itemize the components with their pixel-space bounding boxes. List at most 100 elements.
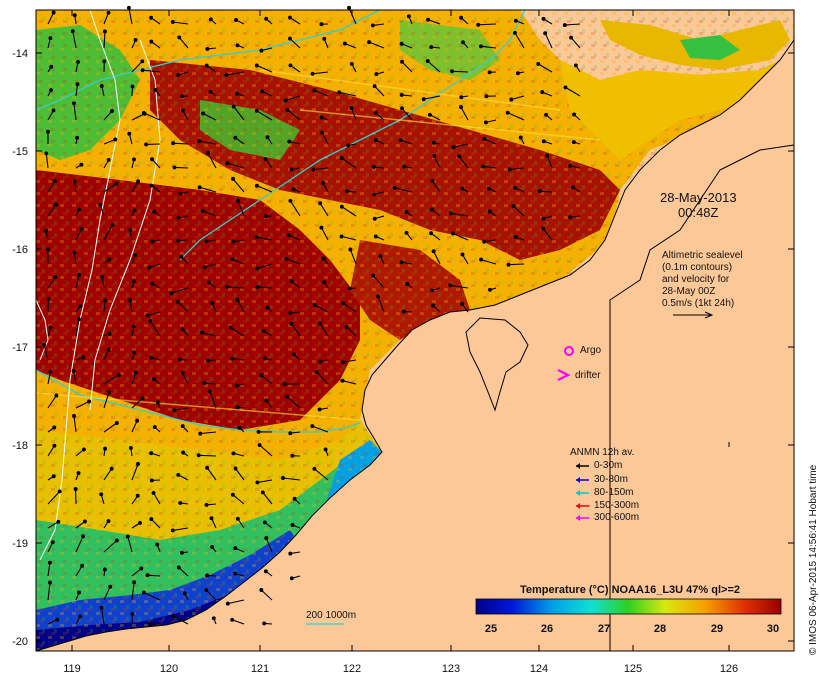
velocity-arrow-head [370,23,375,28]
velocity-arrow-head [563,85,568,90]
velocity-arrow-head [288,551,293,556]
velocity-arrow-head [136,462,140,466]
velocity-arrow-head [431,249,436,254]
isobath-label: 200 1000m [306,610,357,621]
velocity-arrow-head [318,201,323,206]
velocity-arrow-head [264,214,268,219]
velocity-arrows [42,5,581,627]
lon-tick-label: 125 [623,663,643,675]
anmn-legend-item: 300-600m [574,512,639,523]
colorbar-tick: 25 [484,623,498,635]
velocity-arrow-head [264,536,269,541]
velocity-arrow-head [106,10,111,15]
velocity-arrow-head [562,23,567,28]
velocity-arrow-head [288,311,293,316]
velocity-arrow-head [233,466,238,471]
velocity-arrow-head [172,408,177,413]
velocity-arrow-head [80,563,85,568]
velocity-arrow-head [233,571,238,576]
velocity-arrow-head [479,257,484,262]
velocity-arrow-head [211,616,216,621]
velocity-arrow-head [140,59,145,64]
velocity-arrow-head [371,164,376,169]
velocity-arrow [372,275,385,289]
velocity-arrow [233,106,245,121]
velocity-arrow-head [72,13,77,18]
velocity-arrow [131,372,137,385]
velocity-arrow-head [505,110,510,115]
velocity-arrow-head [290,523,295,527]
velocity-arrow [151,158,161,169]
velocity-arrow [206,467,217,481]
velocity-arrow-head [339,204,344,209]
velocity-arrow-head [400,106,404,111]
velocity-arrow [314,468,329,481]
velocity-arrow-head [152,209,157,214]
velocity-arrow-head [110,109,114,113]
velocity-arrow-head [573,63,578,68]
velocity-arrow-head [487,209,492,214]
velocity-arrow-head [103,29,107,34]
velocity-arrow [131,568,142,577]
velocity-arrow-head [206,280,211,285]
velocity-arrow-head [202,381,207,386]
velocity-arrow-head [132,157,136,162]
velocity-arrow-head [170,20,175,24]
anmn-legend-label: 150-300m [594,500,640,511]
velocity-arrow-head [109,466,114,471]
velocity-arrow-head [52,425,57,430]
velocity-arrow-head [256,429,261,434]
velocity-arrow-head [77,317,81,322]
velocity-arrow [484,239,497,243]
velocity-arrow-head [202,265,207,270]
velocity-arrow-head [399,260,404,265]
velocity-arrow [47,299,50,313]
isobath-200m-south [35,369,361,433]
velocity-arrow [147,574,161,577]
velocity-arrow-head [82,519,87,524]
anmn-legend-item: 30-80m [574,474,628,485]
velocity-arrow [103,31,106,49]
lon-tick-label: 124 [529,663,549,675]
velocity-arrow-head [102,59,107,64]
isobath-200m [35,9,381,111]
velocity-arrow-head [254,235,259,240]
velocity-arrow-head [431,303,435,308]
velocity-arrow-head [47,560,52,565]
velocity-arrow-head [182,591,187,596]
lat-tick-label: -20 [12,636,28,648]
velocity-arrow-head [44,151,49,156]
velocity-arrow [537,63,553,73]
velocity-arrow-head [145,313,150,318]
velocity-arrow-head [204,502,209,507]
velocity-arrow-head [312,466,317,471]
velocity-arrow [453,143,469,148]
velocity-arrow-head [150,157,154,162]
velocity-arrow [564,23,581,26]
velocity-arrow-head [340,378,345,383]
velocity-arrow-head [392,185,397,190]
velocity-arrow-head [286,233,291,238]
velocity-arrow-head [77,590,81,595]
velocity-arrow [452,232,469,241]
velocity-arrow-head [405,282,410,286]
velocity-arrow-head [233,546,238,551]
velocity-arrow [75,228,83,241]
velocity-arrow-head [537,189,542,194]
velocity-arrow-head [262,621,267,626]
velocity-arrow-head [48,36,53,41]
velocity-arrow-head [171,141,176,146]
velocity-arrow-head [317,407,322,412]
velocity-arrow-head [206,358,210,363]
lat-tick-label: -15 [12,146,28,158]
velocity-arrow [319,323,329,337]
velocity-arrow-head [228,325,233,330]
velocity-arrow-head [72,414,76,418]
velocity-arrow-head [81,355,85,360]
velocity-arrow [289,38,301,49]
velocity-arrow-head [155,542,160,547]
velocity-arrow-head [125,534,130,539]
velocity-arrow [174,407,189,411]
velocity-arrow-head [288,36,292,41]
velocity-arrow-head [311,167,316,172]
